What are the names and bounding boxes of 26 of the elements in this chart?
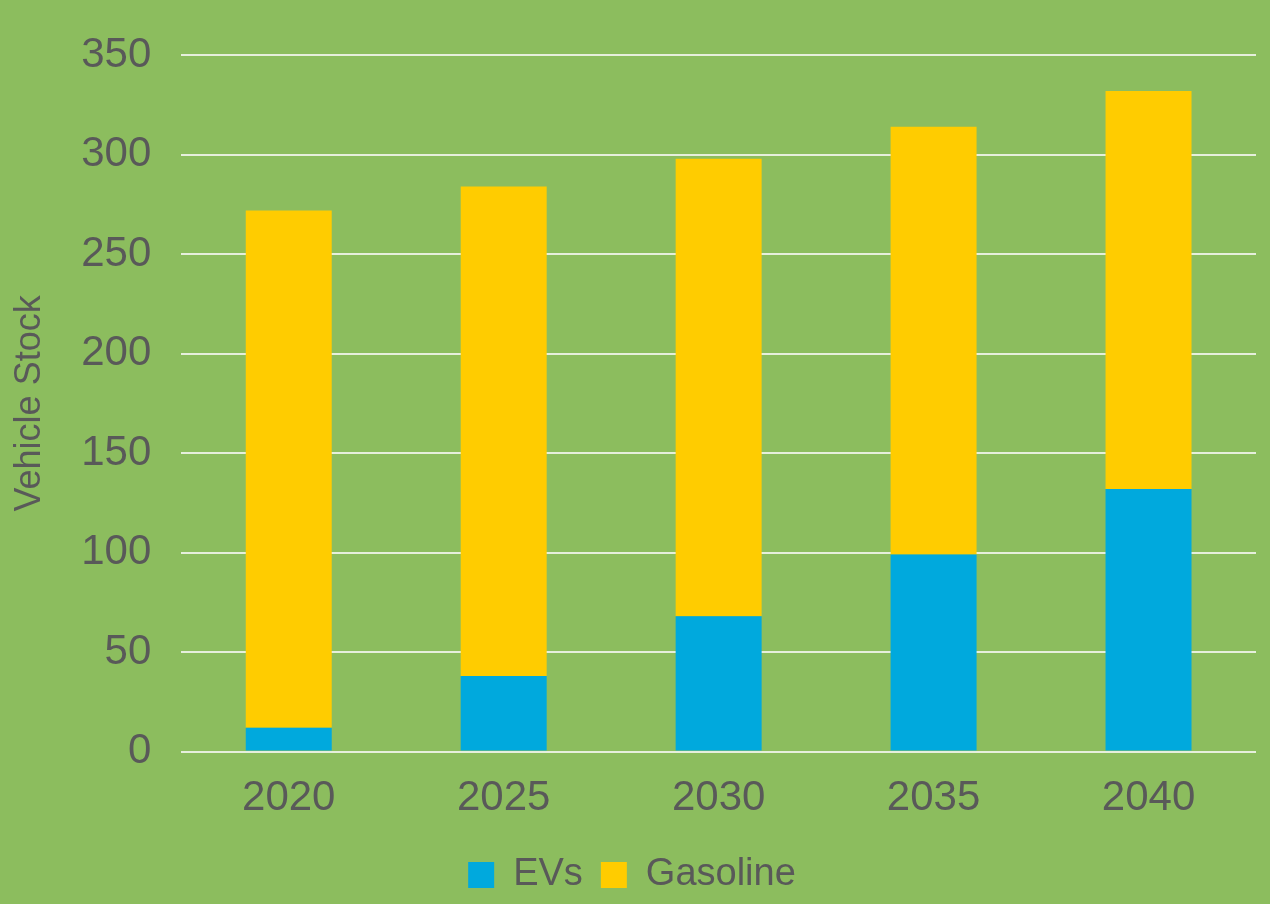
- x-tick-label: 2030: [671, 772, 766, 820]
- y-tick-label: 350: [81, 28, 152, 76]
- bar: [675, 158, 762, 617]
- y-tick-label: 300: [81, 128, 152, 176]
- x-tick-label: 2025: [456, 772, 551, 820]
- bar: [890, 126, 977, 555]
- legend-label: Gasoline: [645, 851, 796, 894]
- bar: [460, 186, 547, 676]
- bar: [460, 675, 547, 751]
- y-tick-label: 100: [81, 526, 152, 574]
- y-tick-label: 50: [104, 625, 152, 673]
- y-tick-label: 150: [81, 426, 152, 474]
- x-tick-label: 2020: [242, 772, 336, 820]
- legend-label: EVs: [513, 851, 583, 894]
- bar: [1105, 91, 1192, 489]
- bar: [1105, 488, 1192, 751]
- y-tick-label: 0: [127, 725, 152, 773]
- bar: [890, 554, 977, 751]
- y-axis-title: Vehicle Stock: [6, 294, 48, 512]
- y-tick-label: 250: [81, 227, 152, 275]
- x-tick-label: 2035: [886, 772, 981, 820]
- x-tick-label: 2040: [1101, 772, 1196, 820]
- y-tick-label: 200: [81, 327, 152, 375]
- bar: [245, 210, 332, 728]
- bar: [675, 616, 762, 751]
- bar: [245, 727, 332, 751]
